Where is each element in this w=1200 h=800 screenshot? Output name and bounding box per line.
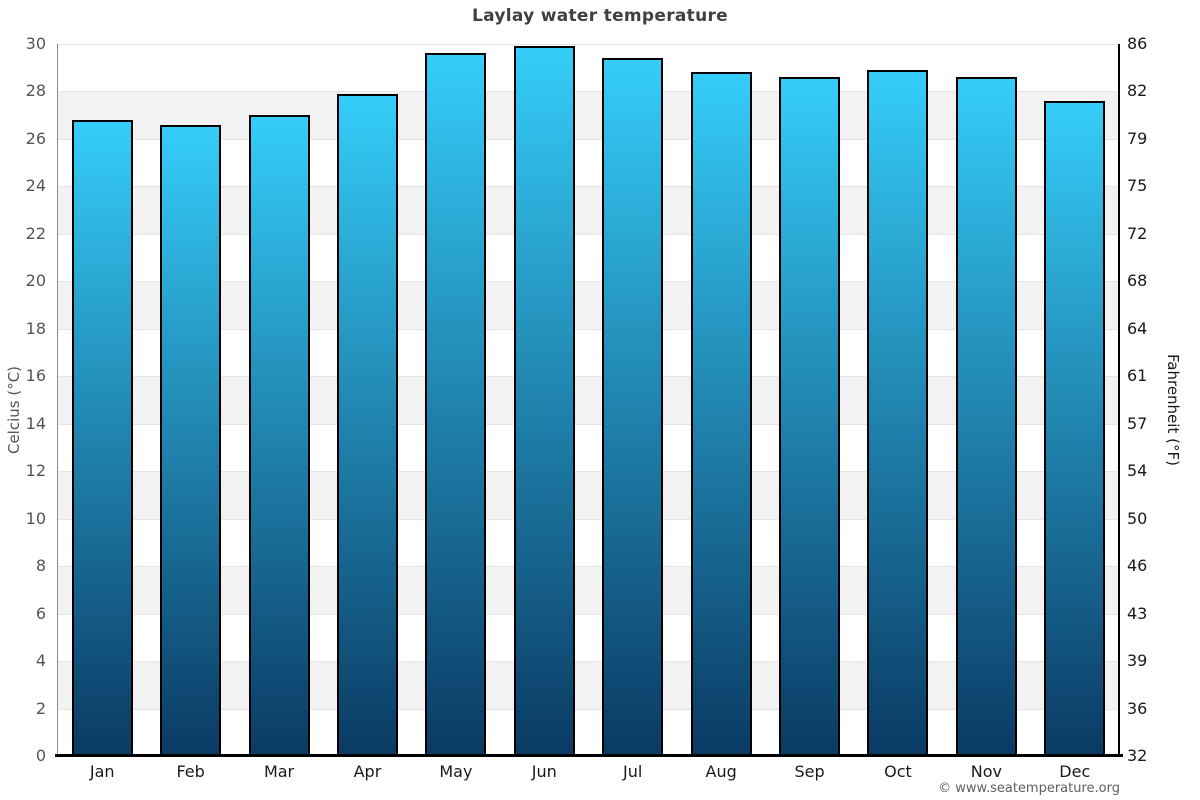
fahrenheit-tick: 46 <box>1127 556 1148 576</box>
plot-area <box>58 44 1119 756</box>
celsius-tick: 0 <box>35 746 46 765</box>
celsius-axis-label: Celcius (°C) <box>5 365 23 455</box>
month-label-feb: Feb <box>176 762 205 781</box>
celsius-tick: 14 <box>25 413 46 433</box>
fahrenheit-tick: 43 <box>1127 603 1148 623</box>
bar-jul <box>602 58 664 756</box>
celsius-tick: 6 <box>35 603 46 623</box>
grid-band <box>58 566 1119 614</box>
month-label-apr: Apr <box>353 762 382 781</box>
right-y-axis-line <box>1118 44 1120 756</box>
grid-band <box>58 138 1119 187</box>
bar-sep <box>779 77 841 756</box>
bar-nov <box>955 77 1017 756</box>
chart-title: Laylay water temperature <box>471 6 729 26</box>
month-label-sep: Sep <box>794 762 825 781</box>
celsius-tick: 24 <box>25 176 46 196</box>
fahrenheit-tick: 39 <box>1127 651 1148 671</box>
month-label-may: May <box>439 762 473 781</box>
celsius-tick: 30 <box>25 34 46 53</box>
grid-band <box>58 613 1119 662</box>
month-label-jan: Jan <box>89 762 115 781</box>
grid-band <box>58 376 1119 424</box>
celsius-tick: 28 <box>25 81 46 101</box>
celsius-tick: 18 <box>25 318 46 338</box>
grid-band <box>58 44 1119 92</box>
bar-mar <box>248 115 310 756</box>
celsius-tick: 20 <box>25 271 46 291</box>
celsius-tick: 4 <box>35 651 46 671</box>
grid-band <box>58 518 1119 567</box>
grid-band <box>58 91 1119 139</box>
grid-band <box>58 186 1119 234</box>
grid-band <box>58 233 1119 282</box>
grid-band <box>58 281 1119 329</box>
fahrenheit-axis-label: Fahrenheit (°F) <box>1164 354 1182 466</box>
fahrenheit-tick: 86 <box>1127 34 1148 53</box>
fahrenheit-tick: 64 <box>1127 318 1148 338</box>
bar-dec <box>1044 100 1106 756</box>
fahrenheit-tick: 32 <box>1127 746 1148 765</box>
fahrenheit-tick: 68 <box>1127 271 1148 291</box>
bar-aug <box>690 72 752 756</box>
fahrenheit-tick: 82 <box>1127 81 1148 101</box>
month-label-nov: Nov <box>970 762 1002 781</box>
fahrenheit-tick: 75 <box>1127 176 1148 196</box>
grid-band <box>58 708 1119 756</box>
celsius-tick: 16 <box>25 366 46 386</box>
celsius-tick: 22 <box>25 223 46 243</box>
fahrenheit-tick: 36 <box>1127 698 1148 718</box>
bar-jun <box>513 46 575 756</box>
celsius-tick: 12 <box>25 461 46 481</box>
bar-oct <box>867 70 929 756</box>
bar-feb <box>160 124 222 756</box>
celsius-tick: 8 <box>35 556 46 576</box>
month-label-mar: Mar <box>263 762 295 781</box>
bar-jan <box>71 119 133 756</box>
celsius-tick: 10 <box>25 508 46 528</box>
month-label-oct: Oct <box>884 762 912 781</box>
month-label-jun: Jun <box>531 762 557 781</box>
left-y-axis-line <box>57 44 58 756</box>
fahrenheit-tick: 54 <box>1127 461 1148 481</box>
watermark-copyright: © www.seatemperature.org <box>938 781 1120 796</box>
fahrenheit-tick: 57 <box>1127 413 1148 433</box>
celsius-tick: 26 <box>25 128 46 148</box>
fahrenheit-tick: 72 <box>1127 223 1148 243</box>
grid-band <box>58 328 1119 377</box>
x-axis-baseline <box>55 754 1123 757</box>
celsius-tick: 2 <box>35 698 46 718</box>
bar-may <box>425 53 487 756</box>
month-label-dec: Dec <box>1059 762 1091 781</box>
fahrenheit-tick: 79 <box>1127 128 1148 148</box>
bar-apr <box>336 93 398 756</box>
grid-band <box>58 423 1119 472</box>
grid-band <box>58 661 1119 709</box>
grid-band <box>58 471 1119 519</box>
fahrenheit-tick: 61 <box>1127 366 1148 386</box>
month-label-jul: Jul <box>623 762 643 781</box>
fahrenheit-tick: 50 <box>1127 508 1148 528</box>
month-label-aug: Aug <box>705 762 737 781</box>
